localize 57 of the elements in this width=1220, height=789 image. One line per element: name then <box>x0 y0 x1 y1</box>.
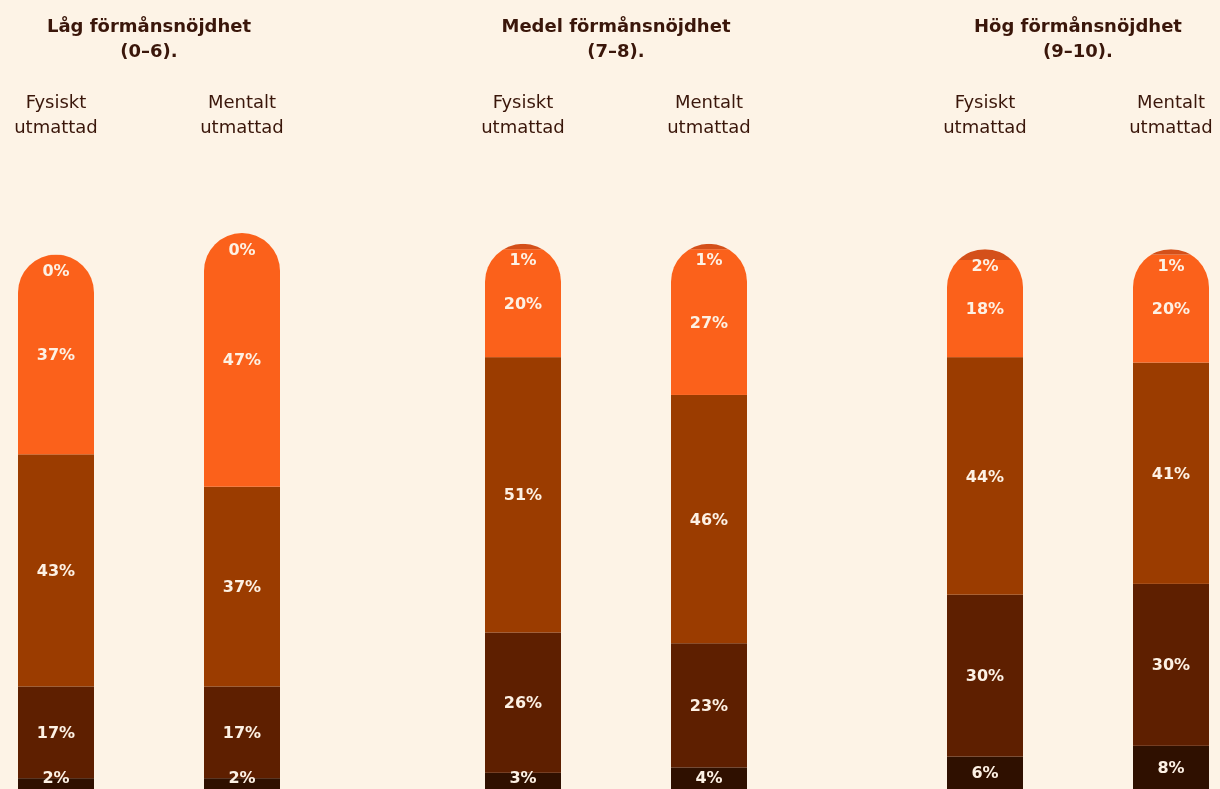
x-tick-label: Mentalt utmattad <box>667 91 751 137</box>
data-label: 37% <box>36 345 76 365</box>
data-label: 43% <box>36 560 76 580</box>
data-label: 30% <box>965 666 1005 686</box>
data-label: 17% <box>36 722 76 742</box>
data-label: 4% <box>695 767 723 787</box>
data-label: 44% <box>965 466 1005 486</box>
data-label: 20% <box>1151 299 1191 319</box>
data-label: 41% <box>1151 463 1191 483</box>
bar <box>18 254 94 455</box>
bar <box>671 394 747 644</box>
bar <box>671 767 747 789</box>
x-tick-label: Fysiskt utmattad <box>14 91 98 137</box>
bar <box>671 249 747 395</box>
bar <box>1133 745 1209 789</box>
bar <box>485 357 561 633</box>
data-label: 1% <box>695 250 723 270</box>
bar <box>1133 583 1209 746</box>
data-label: 0% <box>42 261 70 281</box>
chart-title: Hög förmånsnöjdhet (9–10). <box>974 15 1183 61</box>
bar <box>947 756 1023 789</box>
x-tick-label: Mentalt utmattad <box>200 91 284 137</box>
data-label: 3% <box>509 767 537 787</box>
bar <box>1133 362 1209 584</box>
bar <box>671 643 747 768</box>
data-label: 1% <box>509 250 537 270</box>
data-label: 37% <box>222 577 262 597</box>
data-label: 51% <box>503 485 543 505</box>
bar <box>204 486 280 687</box>
data-label: 17% <box>222 722 262 742</box>
x-tick-label: Fysiskt utmattad <box>481 91 565 137</box>
data-label: 2% <box>42 767 70 787</box>
data-label: 26% <box>503 693 543 713</box>
data-label: 23% <box>689 695 729 715</box>
data-label: 20% <box>503 293 543 313</box>
data-label: 18% <box>965 299 1005 319</box>
bar <box>18 454 94 687</box>
bar <box>947 357 1023 595</box>
x-tick-label: Mentalt utmattad <box>1129 91 1213 137</box>
data-label: 8% <box>1157 758 1185 778</box>
bar <box>947 594 1023 757</box>
bar <box>1133 254 1209 363</box>
data-label: 2% <box>228 767 256 787</box>
data-label: 47% <box>222 350 262 370</box>
data-label: 30% <box>1151 655 1191 675</box>
bar <box>947 259 1023 358</box>
x-tick-label: Fysiskt utmattad <box>943 91 1027 137</box>
data-label: 0% <box>228 239 256 259</box>
bar <box>485 632 561 773</box>
data-label: 27% <box>689 312 729 332</box>
data-label: 1% <box>1157 255 1185 275</box>
data-label: 46% <box>689 509 729 529</box>
chart-title: Medel förmånsnöjdhet (7–8). <box>501 15 731 61</box>
data-label: 6% <box>971 763 999 783</box>
data-label: 2% <box>971 255 999 275</box>
bar <box>204 233 280 487</box>
chart-title: Låg förmånsnöjdhet (0–6). <box>46 15 252 61</box>
